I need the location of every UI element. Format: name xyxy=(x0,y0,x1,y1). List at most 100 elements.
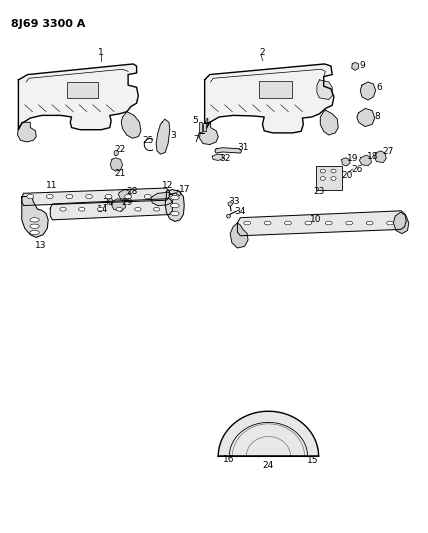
Bar xyxy=(67,82,98,98)
Ellipse shape xyxy=(153,207,160,211)
Ellipse shape xyxy=(135,207,141,211)
Polygon shape xyxy=(320,110,338,135)
Ellipse shape xyxy=(66,195,73,199)
Ellipse shape xyxy=(331,169,336,173)
Polygon shape xyxy=(199,122,218,144)
Ellipse shape xyxy=(244,221,250,225)
Ellipse shape xyxy=(285,221,291,225)
Text: 10: 10 xyxy=(310,215,322,224)
Ellipse shape xyxy=(60,207,66,211)
Polygon shape xyxy=(165,190,184,221)
Text: 1: 1 xyxy=(98,48,104,57)
Ellipse shape xyxy=(79,207,85,211)
Ellipse shape xyxy=(305,221,312,225)
Bar xyxy=(199,122,202,132)
Ellipse shape xyxy=(47,195,53,199)
Text: 12: 12 xyxy=(161,181,173,190)
Text: 8J69 3300 A: 8J69 3300 A xyxy=(11,19,86,29)
Polygon shape xyxy=(111,199,125,212)
Bar xyxy=(316,166,342,190)
Text: 14: 14 xyxy=(97,205,108,214)
Text: 2: 2 xyxy=(260,48,265,57)
Ellipse shape xyxy=(226,214,230,218)
Text: 16: 16 xyxy=(223,455,235,464)
Text: 15: 15 xyxy=(307,456,318,465)
Polygon shape xyxy=(212,154,223,160)
Polygon shape xyxy=(18,122,36,142)
Ellipse shape xyxy=(114,150,118,156)
Ellipse shape xyxy=(366,221,373,225)
Text: 27: 27 xyxy=(383,147,394,156)
Text: 22: 22 xyxy=(114,145,125,154)
Ellipse shape xyxy=(144,195,151,199)
Bar xyxy=(202,123,206,131)
Ellipse shape xyxy=(320,176,325,180)
Polygon shape xyxy=(205,64,334,133)
Text: 30: 30 xyxy=(102,198,113,207)
Polygon shape xyxy=(151,192,174,206)
Text: 19: 19 xyxy=(347,154,358,163)
Polygon shape xyxy=(352,62,359,70)
Ellipse shape xyxy=(331,176,336,180)
Text: 25: 25 xyxy=(143,136,154,145)
Ellipse shape xyxy=(116,207,122,211)
Text: 32: 32 xyxy=(220,155,231,164)
Polygon shape xyxy=(375,151,386,163)
Text: 33: 33 xyxy=(229,197,240,206)
Text: 11: 11 xyxy=(46,181,57,190)
Ellipse shape xyxy=(171,196,179,200)
Polygon shape xyxy=(110,158,122,171)
Polygon shape xyxy=(360,155,372,166)
Polygon shape xyxy=(215,148,242,153)
Text: 20: 20 xyxy=(341,171,352,180)
Ellipse shape xyxy=(105,195,112,199)
Ellipse shape xyxy=(386,221,393,225)
Ellipse shape xyxy=(320,169,325,173)
Ellipse shape xyxy=(30,224,39,228)
Polygon shape xyxy=(238,211,406,236)
Ellipse shape xyxy=(30,230,39,235)
Polygon shape xyxy=(342,158,350,166)
Ellipse shape xyxy=(171,204,179,208)
Polygon shape xyxy=(22,197,48,237)
Text: 26: 26 xyxy=(351,166,363,174)
Polygon shape xyxy=(317,80,332,100)
Text: 5: 5 xyxy=(193,116,198,125)
Ellipse shape xyxy=(97,207,104,211)
Polygon shape xyxy=(118,190,131,200)
Text: 8: 8 xyxy=(375,112,380,122)
Text: 7: 7 xyxy=(193,135,199,144)
Text: 34: 34 xyxy=(234,207,245,216)
Polygon shape xyxy=(156,119,170,154)
Text: 31: 31 xyxy=(237,143,249,152)
Text: 13: 13 xyxy=(35,241,47,250)
Ellipse shape xyxy=(264,221,271,225)
Polygon shape xyxy=(218,411,318,456)
Text: 21: 21 xyxy=(114,169,125,178)
Text: 28: 28 xyxy=(127,187,138,196)
Ellipse shape xyxy=(30,217,39,222)
Polygon shape xyxy=(177,190,181,196)
Text: 6: 6 xyxy=(376,83,382,92)
Text: 17: 17 xyxy=(179,185,191,194)
Polygon shape xyxy=(357,109,375,126)
Polygon shape xyxy=(360,82,376,100)
Text: 18: 18 xyxy=(367,152,379,161)
Ellipse shape xyxy=(171,212,179,216)
Ellipse shape xyxy=(228,202,232,206)
Text: 3: 3 xyxy=(171,131,176,140)
Polygon shape xyxy=(230,223,248,248)
Polygon shape xyxy=(121,112,141,138)
Polygon shape xyxy=(22,188,169,206)
Ellipse shape xyxy=(125,195,131,199)
Text: 4: 4 xyxy=(204,118,209,127)
Polygon shape xyxy=(393,213,409,233)
Text: 29: 29 xyxy=(122,198,133,207)
Ellipse shape xyxy=(86,195,92,199)
Ellipse shape xyxy=(346,221,353,225)
Ellipse shape xyxy=(27,195,34,199)
Ellipse shape xyxy=(325,221,332,225)
Bar xyxy=(259,81,292,98)
Text: 9: 9 xyxy=(359,61,365,69)
Text: 24: 24 xyxy=(263,462,274,470)
